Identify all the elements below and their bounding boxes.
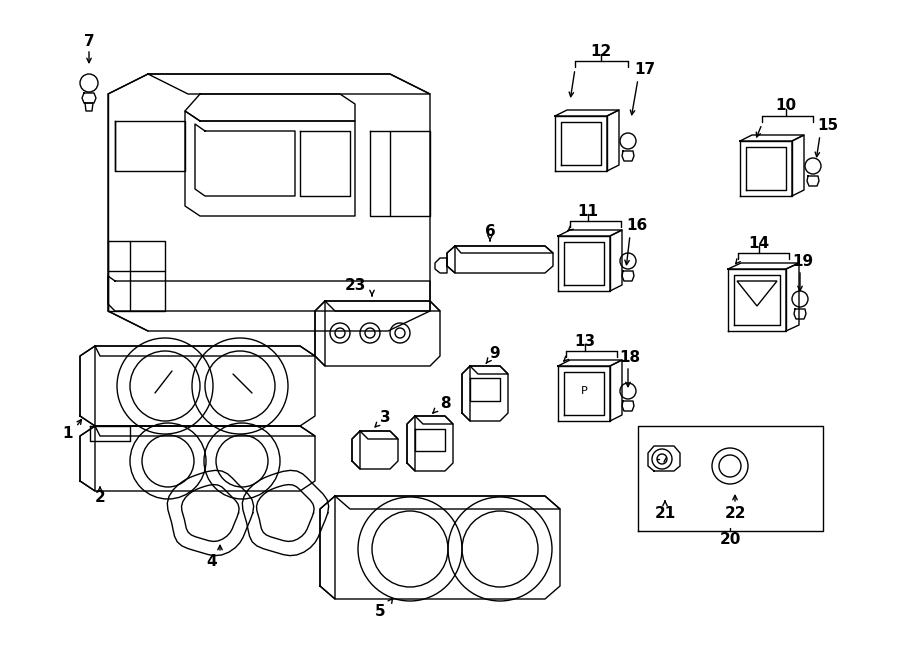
Text: 17: 17 [634,63,655,77]
Text: 3: 3 [380,410,391,424]
Text: 18: 18 [619,350,641,366]
Text: 5: 5 [374,603,385,619]
Text: 12: 12 [590,44,612,59]
Text: 10: 10 [776,98,796,114]
Text: 16: 16 [626,219,648,233]
Text: 23: 23 [345,278,365,293]
Text: 1: 1 [63,426,73,440]
Text: 13: 13 [574,334,596,348]
Text: P: P [580,386,588,396]
Text: 4: 4 [207,553,217,568]
Text: 11: 11 [578,204,599,219]
Text: 9: 9 [490,346,500,360]
Text: 20: 20 [719,531,741,547]
Text: 7: 7 [84,34,94,48]
Text: 15: 15 [817,118,839,134]
Text: 21: 21 [654,506,676,520]
Text: 6: 6 [484,223,495,239]
Text: 14: 14 [749,235,770,251]
Text: 8: 8 [440,395,450,410]
Text: 2: 2 [94,490,105,506]
Text: 22: 22 [724,506,746,520]
Text: 19: 19 [792,254,814,268]
